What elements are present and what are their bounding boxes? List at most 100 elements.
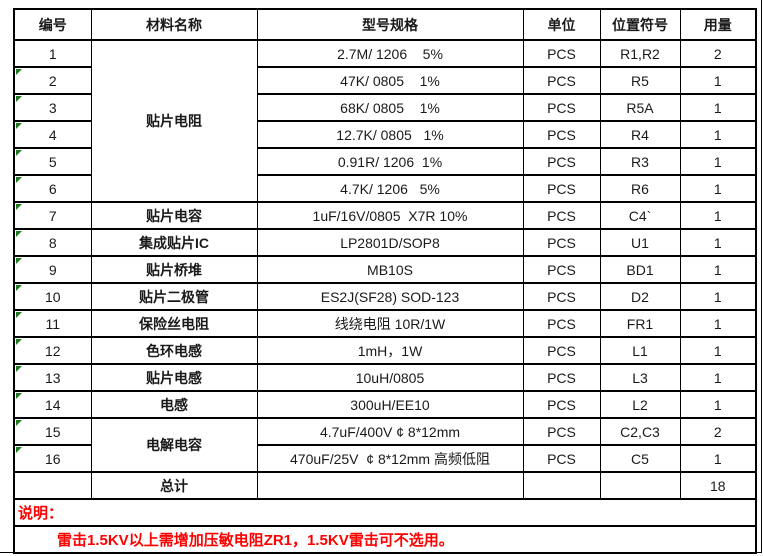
- note-text-row: 雷击1.5KV以上需增加压敏电阻ZR1，1.5KV雷击可不选用。: [13, 525, 757, 554]
- bom-table: 编号 材料名称 型号规格 单位 位置符号 用量 1 贴片电阻 2.7M/ 1206 …: [13, 8, 757, 554]
- unit-cell: PCS: [522, 390, 601, 419]
- ref-designator-cell: L2: [599, 390, 681, 419]
- qty-cell: 1: [679, 444, 757, 473]
- ref-designator-cell: C4`: [599, 201, 681, 230]
- material-name-cell: 贴片桥堆: [90, 255, 258, 284]
- ref-designator-cell: U1: [599, 228, 681, 257]
- header-qty: 用量: [679, 8, 757, 41]
- material-name-cell: 集成贴片IC: [90, 228, 258, 257]
- spec-cell: 47K/ 0805 1%: [256, 66, 524, 95]
- cell-error-marker-icon: [16, 447, 22, 453]
- header-material-name: 材料名称: [90, 8, 258, 41]
- qty-cell: 1: [679, 282, 757, 311]
- ref-designator-cell: R6: [599, 174, 681, 203]
- total-empty-unit-cell: [522, 471, 601, 500]
- table-row: 13 贴片电感 10uH/0805 PCS L3 1: [13, 363, 757, 392]
- table-row: 8 集成贴片IC LP2801D/SOP8 PCS U1 1: [13, 228, 757, 257]
- table-row: 3 68K/ 0805 1% PCS R5A 1: [13, 93, 757, 122]
- spec-cell: 2.7M/ 1206 5%: [256, 39, 524, 68]
- cell-error-marker-icon: [16, 231, 22, 237]
- unit-cell: PCS: [522, 255, 601, 284]
- unit-cell: PCS: [522, 309, 601, 338]
- total-empty-ref-cell: [599, 471, 681, 500]
- unit-cell: PCS: [522, 363, 601, 392]
- ref-designator-cell: R3: [599, 147, 681, 176]
- table-row: 4 12.7K/ 0805 1% PCS R4 1: [13, 120, 757, 149]
- row-no-cell: 6: [13, 174, 92, 203]
- qty-cell: 1: [679, 228, 757, 257]
- header-no: 编号: [13, 8, 92, 41]
- row-no-cell: 10: [13, 282, 92, 311]
- row-no-cell: 11: [13, 309, 92, 338]
- spec-cell: MB10S: [256, 255, 524, 284]
- header-unit: 单位: [522, 8, 601, 41]
- qty-cell: 1: [679, 120, 757, 149]
- spec-cell: ES2J(SF28) SOD-123: [256, 282, 524, 311]
- qty-cell: 1: [679, 309, 757, 338]
- cell-error-marker-icon: [16, 339, 22, 345]
- unit-cell: PCS: [522, 66, 601, 95]
- table-row: 2 47K/ 0805 1% PCS R5 1: [13, 66, 757, 95]
- row-no-cell: 1: [13, 39, 92, 68]
- qty-cell: 1: [679, 174, 757, 203]
- table-row: 9 贴片桥堆 MB10S PCS BD1 1: [13, 255, 757, 284]
- material-name-cell: 贴片电阻: [90, 39, 258, 203]
- unit-cell: PCS: [522, 417, 601, 446]
- cell-error-marker-icon: [16, 420, 22, 426]
- cell-error-marker-icon: [16, 366, 22, 372]
- material-name-cell: 电感: [90, 390, 258, 419]
- table-row: 7 贴片电容 1uF/16V/0805 X7R 10% PCS C4` 1: [13, 201, 757, 230]
- header-row: 编号 材料名称 型号规格 单位 位置符号 用量: [13, 8, 757, 41]
- unit-cell: PCS: [522, 201, 601, 230]
- qty-cell: 1: [679, 66, 757, 95]
- table-row: 11 保险丝电阻 线绕电阻 10R/1W PCS FR1 1: [13, 309, 757, 338]
- cell-error-marker-icon: [16, 150, 22, 156]
- row-no-cell: 13: [13, 363, 92, 392]
- note-text: 雷击1.5KV以上需增加压敏电阻ZR1，1.5KV雷击可不选用。: [13, 525, 757, 554]
- unit-cell: PCS: [522, 336, 601, 365]
- unit-cell: PCS: [522, 282, 601, 311]
- spec-cell: 68K/ 0805 1%: [256, 93, 524, 122]
- qty-cell: 1: [679, 336, 757, 365]
- material-name-cell: 贴片电容: [90, 201, 258, 230]
- qty-cell: 1: [679, 201, 757, 230]
- spec-cell: 线绕电阻 10R/1W: [256, 309, 524, 338]
- table-row: 15 电解电容 4.7uF/400V ¢ 8*12mm PCS C2,C3 2: [13, 417, 757, 473]
- cell-error-marker-icon: [16, 177, 22, 183]
- material-name-cell: 贴片电感: [90, 363, 258, 392]
- unit-cell: PCS: [522, 174, 601, 203]
- qty-cell: 2: [679, 417, 757, 446]
- unit-cell: PCS: [522, 444, 601, 473]
- cell-error-marker-icon: [16, 69, 22, 75]
- row-no-cell: 9: [13, 255, 92, 284]
- ref-designator-cell: D2: [599, 282, 681, 311]
- spec-cell: 470uF/25V ¢ 8*12mm 高频低阻: [256, 444, 524, 473]
- ref-designator-cell: R1,R2: [599, 39, 681, 68]
- row-no-cell: 8: [13, 228, 92, 257]
- ref-designator-cell: C5: [599, 444, 681, 473]
- row-no-cell: 2: [13, 66, 92, 95]
- material-name-cell: 色环电感: [90, 336, 258, 365]
- ref-designator-cell: L1: [599, 336, 681, 365]
- qty-cell: 1: [679, 363, 757, 392]
- ref-designator-cell: R5: [599, 66, 681, 95]
- row-no-cell: 5: [13, 147, 92, 176]
- row-no-cell: 4: [13, 120, 92, 149]
- table-row: 14 电感 300uH/EE10 PCS L2 1: [13, 390, 757, 419]
- material-name-cell: 贴片二极管: [90, 282, 258, 311]
- total-qty: 18: [679, 471, 757, 500]
- cell-error-marker-icon: [16, 393, 22, 399]
- row-no-cell: 16: [13, 444, 92, 473]
- spec-cell: LP2801D/SOP8: [256, 228, 524, 257]
- spec-cell: 4.7K/ 1206 5%: [256, 174, 524, 203]
- spec-cell: 1uF/16V/0805 X7R 10%: [256, 201, 524, 230]
- ref-designator-cell: R5A: [599, 93, 681, 122]
- ref-designator-cell: R4: [599, 120, 681, 149]
- ref-designator-cell: L3: [599, 363, 681, 392]
- table-row: 5 0.91R/ 1206 1% PCS R3 1: [13, 147, 757, 176]
- cell-error-marker-icon: [16, 312, 22, 318]
- ref-designator-cell: FR1: [599, 309, 681, 338]
- spec-cell: 0.91R/ 1206 1%: [256, 147, 524, 176]
- cell-error-marker-icon: [16, 285, 22, 291]
